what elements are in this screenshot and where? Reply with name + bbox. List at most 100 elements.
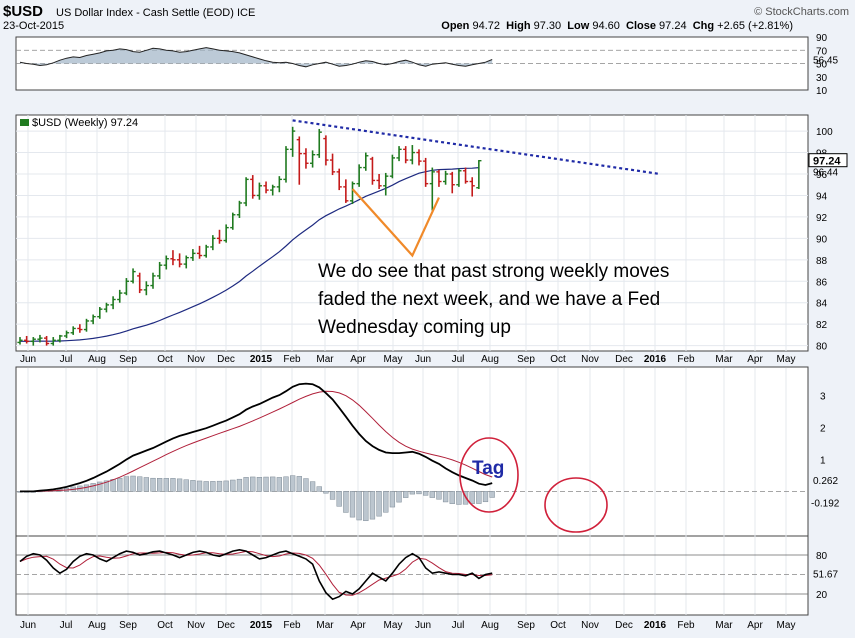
description-text: US Dollar Index - Cash Settle (EOD) (56, 7, 234, 19)
price-x-tick: Feb (283, 354, 301, 365)
stoch-tick-label: 20 (816, 590, 828, 601)
macd-histogram-bar (223, 480, 229, 492)
macd-histogram-bar (236, 478, 243, 492)
macd-histogram-bar (449, 491, 455, 504)
rsi-tick-label: 30 (816, 73, 828, 84)
price-x-tick: Oct (550, 354, 566, 365)
macd-histogram-bar (150, 477, 156, 492)
ohlc-bar (303, 148, 309, 169)
ohlc-bar (429, 167, 435, 211)
price-x-tick: Oct (157, 354, 173, 365)
macd-histogram-bar (383, 491, 389, 513)
macd-tick-label: 3 (820, 392, 826, 403)
ohlc-readout: Open 94.72 High 97.30 Low 94.60 Close 97… (441, 20, 793, 32)
macd-histogram-bar (176, 478, 183, 492)
price-x-tick: Sep (517, 354, 535, 365)
price-x-tick: Apr (350, 354, 366, 365)
ohlc-bar (83, 318, 90, 332)
open-value: 94.72 (472, 20, 500, 32)
macd-histogram-bar (329, 491, 336, 500)
trendline (292, 119, 661, 176)
macd-histogram-bar (343, 491, 349, 513)
bottom-x-tick: May (777, 620, 796, 631)
macd-histogram-bar (423, 491, 429, 496)
bottom-x-tick: Jun (415, 620, 431, 631)
macd-histogram-bar (256, 477, 263, 492)
price-x-tick: Jul (60, 354, 73, 365)
price-x-tick: Apr (747, 354, 763, 365)
rsi-tick-label: 50 (816, 60, 828, 71)
high-value: 97.30 (533, 20, 562, 32)
chart-date: 23-Oct-2015 (3, 20, 65, 32)
ohlc-bar (343, 179, 349, 203)
ohlc-bar (50, 337, 56, 346)
macd-histogram-bar (476, 491, 482, 504)
ohlc-bar (17, 337, 23, 345)
price-x-tick: May (777, 354, 796, 365)
stoch-line (19, 548, 493, 601)
ohlc-bar (163, 255, 169, 270)
ohlc-bar (336, 168, 342, 191)
bottom-x-tick: Jul (452, 620, 465, 631)
ohlc-bar (190, 249, 196, 261)
ohlc-bar (383, 172, 389, 196)
ohlc-bar (137, 272, 143, 294)
bottom-x-tick: Nov (581, 620, 599, 631)
ohlc-bar (323, 135, 329, 166)
macd-histogram-bar (482, 491, 489, 503)
price-x-tick: Aug (88, 354, 106, 365)
price-tick-label: 90 (816, 234, 828, 245)
low-label: Low (567, 20, 590, 32)
ohlc-bar (456, 168, 462, 187)
price-x-tick: Dec (615, 354, 633, 365)
tag-label: Tag (472, 458, 504, 479)
price-tick-label: 96 (816, 170, 828, 181)
macd-histogram-bar (436, 491, 442, 500)
bottom-x-tick: Sep (119, 620, 137, 631)
price-tick-label: 92 (816, 213, 828, 224)
close-value: 97.24 (659, 20, 687, 32)
macd-histogram-bar (290, 475, 296, 492)
moving-average-line (20, 167, 479, 342)
macd-tick-label: 2 (820, 424, 826, 435)
macd-histogram-bar (263, 476, 269, 492)
ohlc-bar (44, 335, 50, 346)
price-tick-label: 94 (816, 191, 828, 202)
macd-histogram-bar (336, 491, 342, 507)
price-x-tick: Jul (452, 354, 465, 365)
ohlc-bar (310, 150, 316, 168)
rsi-tick-label: 10 (816, 86, 828, 97)
rsi-indicator (16, 47, 808, 68)
macd-value-label: 0.262 (813, 476, 838, 487)
macd-histogram-bar (349, 491, 356, 518)
ohlc-bar (476, 159, 482, 190)
macd-hist-value-label: -0.192 (811, 498, 840, 509)
high-label: High (506, 20, 531, 32)
bottom-x-tick: Nov (187, 620, 205, 631)
macd-histogram-bar (409, 491, 416, 495)
ohlc-bar (316, 128, 322, 158)
macd-histogram-bar (489, 491, 495, 498)
macd-histogram-bar (137, 476, 143, 492)
ohlc-bar (143, 281, 149, 296)
price-series (17, 119, 661, 346)
macd-histogram-bar (183, 479, 189, 492)
ohlc-bar (376, 174, 382, 190)
macd-histogram-bar (210, 481, 216, 492)
ohlc-bar (243, 177, 249, 207)
ohlc-bar (177, 253, 183, 268)
ohlc-bar (170, 250, 176, 266)
price-x-tick: 2016 (644, 354, 667, 365)
macd-histogram-bar (123, 476, 130, 492)
ohlc-bar (369, 156, 376, 185)
ohlc-bar (363, 152, 369, 171)
ohlc-bar (70, 326, 76, 335)
ohlc-bar (443, 170, 449, 185)
price-x-tick: Feb (677, 354, 695, 365)
price-tick-label: 84 (816, 299, 828, 310)
macd-histogram-bar (403, 491, 409, 498)
ohlc-bar (296, 136, 302, 185)
macd-histogram-bar (296, 476, 302, 492)
ohlc-bar (423, 157, 429, 187)
ohlc-bar (236, 200, 243, 218)
